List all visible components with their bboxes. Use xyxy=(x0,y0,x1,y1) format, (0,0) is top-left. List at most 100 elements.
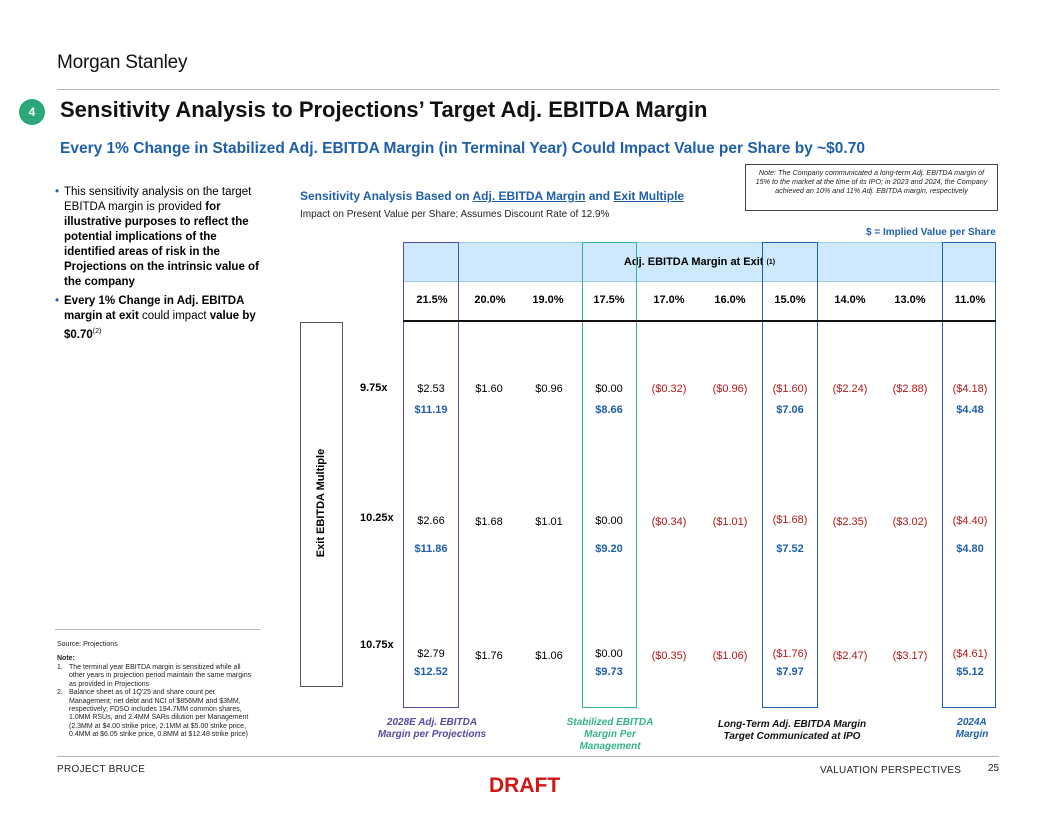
row-label: 10.75x xyxy=(360,639,394,651)
footnote-ref: (2) xyxy=(92,328,102,335)
column-header: 16.0% xyxy=(714,294,746,306)
header-underline xyxy=(403,320,996,322)
ipo-target-column-box xyxy=(762,242,818,708)
sensitivity-heading: Sensitivity Analysis Based on Adj. EBITD… xyxy=(300,189,684,203)
implied-value: $5.12 xyxy=(956,666,984,678)
column-header: 14.0% xyxy=(834,294,866,306)
table-cell: ($1.76) xyxy=(772,648,808,660)
table-cell: ($0.32) xyxy=(651,383,687,395)
table-cell: $0.00 xyxy=(595,383,623,395)
page-subtitle: Every 1% Change in Stabilized Adj. EBITD… xyxy=(60,140,865,157)
section-name: VALUATION PERSPECTIVES xyxy=(820,765,962,776)
heading-text: Sensitivity Analysis Based on xyxy=(300,189,473,203)
table-cell: $2.53 xyxy=(417,383,445,395)
table-cell: ($0.96) xyxy=(712,383,748,395)
exit-multiple-label: Exit EBITDA Multiple xyxy=(315,448,327,558)
margin-header-label: Adj. EBITDA Margin at Exit xyxy=(623,256,764,268)
implied-value: $8.66 xyxy=(595,404,623,416)
notes-list: 1. The terminal year EBITDA margin is sen… xyxy=(57,664,257,740)
source-note: Source: Projections xyxy=(57,641,118,648)
table-cell: ($1.01) xyxy=(712,516,748,528)
note-text: Balance sheet as of 1Q'25 and share coun… xyxy=(69,689,249,739)
bottom-divider xyxy=(57,756,999,757)
table-cell: ($2.47) xyxy=(832,650,868,662)
note-item: 2. Balance sheet as of 1Q'25 and share co… xyxy=(57,689,249,739)
implied-value: $9.73 xyxy=(595,666,623,678)
column-header: 20.0% xyxy=(474,294,506,306)
page-number: 25 xyxy=(988,763,1000,774)
section-badge: 4 xyxy=(19,99,45,125)
bullet-item: This sensitivity analysis on the target … xyxy=(55,185,260,290)
table-cell: $1.60 xyxy=(475,383,503,395)
page-title: Sensitivity Analysis to Projections’ Tar… xyxy=(60,97,708,122)
bullet-text: could impact xyxy=(138,310,210,322)
value-legend: $ = Implied Value per Share xyxy=(866,227,996,238)
bullet-text: This sensitivity analysis on the target … xyxy=(64,186,252,213)
implied-value: $4.80 xyxy=(956,543,984,555)
exit-multiple-box xyxy=(300,322,343,687)
table-cell: ($2.35) xyxy=(832,516,868,528)
projections-column-box xyxy=(403,242,459,708)
table-cell: $0.00 xyxy=(595,648,623,660)
bullet-emphasis: for illustrative purposes to reflect the… xyxy=(64,201,259,288)
table-cell: ($1.60) xyxy=(772,383,808,395)
ipo-target-caption: Long-Term Adj. EBITDA Margin Target Comm… xyxy=(717,719,867,742)
heading-text: and xyxy=(585,189,614,203)
management-caption: Stabilized EBITDA Margin Per Management xyxy=(566,717,654,752)
implied-value: $12.52 xyxy=(414,666,448,678)
management-column-box xyxy=(582,242,637,708)
table-cell: ($4.61) xyxy=(952,648,988,660)
implied-value: $7.97 xyxy=(776,666,804,678)
ipo-note-box: Note: The Company communicated a long-te… xyxy=(745,164,998,211)
table-cell: ($1.06) xyxy=(712,650,748,662)
column-header: 19.0% xyxy=(532,294,564,306)
heading-link-margin: Adj. EBITDA Margin xyxy=(472,189,586,203)
implied-value: $4.48 xyxy=(956,404,984,416)
column-header: 11.0% xyxy=(954,294,986,306)
table-cell: $0.96 xyxy=(535,383,563,395)
morgan-stanley-logo: Morgan Stanley xyxy=(57,52,188,73)
table-cell: ($4.40) xyxy=(952,515,988,527)
table-cell: ($3.02) xyxy=(892,516,928,528)
table-cell: ($2.24) xyxy=(832,383,868,395)
draft-stamp: DRAFT xyxy=(489,774,561,797)
project-name: PROJECT BRUCE xyxy=(57,764,146,775)
implied-value: $7.06 xyxy=(776,404,804,416)
bullet-emphasis: value by $0.70 xyxy=(64,310,256,341)
table-cell: ($3.17) xyxy=(892,650,928,662)
row-label: 9.75x xyxy=(360,382,388,394)
implied-value: $7.52 xyxy=(776,543,804,555)
implied-value: $11.19 xyxy=(414,404,448,416)
actual-column-box xyxy=(942,242,996,708)
projections-caption: 2028E Adj. EBITDA Margin per Projections xyxy=(377,717,487,740)
table-cell: $1.06 xyxy=(535,650,563,662)
actual-margin-caption: 2024A Margin xyxy=(955,717,989,740)
column-header: 17.0% xyxy=(653,294,685,306)
footnote-ref: (1) xyxy=(766,258,776,266)
bullet-emphasis: Every 1% Change in Adj. EBITDA margin at… xyxy=(64,295,244,322)
table-cell: $0.00 xyxy=(595,515,623,527)
source-divider xyxy=(55,629,260,630)
table-cell: $1.76 xyxy=(475,650,503,662)
top-divider xyxy=(57,89,999,90)
column-header: 21.5% xyxy=(416,294,448,306)
sensitivity-subheading: Impact on Present Value per Share; Assum… xyxy=(300,209,610,220)
bullet-item: Every 1% Change in Adj. EBITDA margin at… xyxy=(55,294,260,343)
table-cell: $1.01 xyxy=(535,516,563,528)
note-item: 1. The terminal year EBITDA margin is sen… xyxy=(57,664,252,688)
note-text: The terminal year EBITDA margin is sensi… xyxy=(69,664,252,688)
notes-label: Note: xyxy=(57,655,75,662)
column-header: 15.0% xyxy=(774,294,806,306)
row-label: 10.25x xyxy=(360,512,394,524)
implied-value: $9.20 xyxy=(595,543,623,555)
table-cell: ($4.18) xyxy=(952,383,988,395)
table-cell: ($0.35) xyxy=(651,650,687,662)
table-cell: ($2.88) xyxy=(892,383,928,395)
column-header: 13.0% xyxy=(894,294,926,306)
summary-bullets: This sensitivity analysis on the target … xyxy=(55,185,260,347)
margin-header: Adj. EBITDA Margin at Exit (1) xyxy=(403,242,996,282)
heading-link-multiple: Exit Multiple xyxy=(613,189,685,203)
column-header: 17.5% xyxy=(593,294,625,306)
table-cell: ($0.34) xyxy=(651,516,687,528)
table-cell: $2.79 xyxy=(417,648,445,660)
